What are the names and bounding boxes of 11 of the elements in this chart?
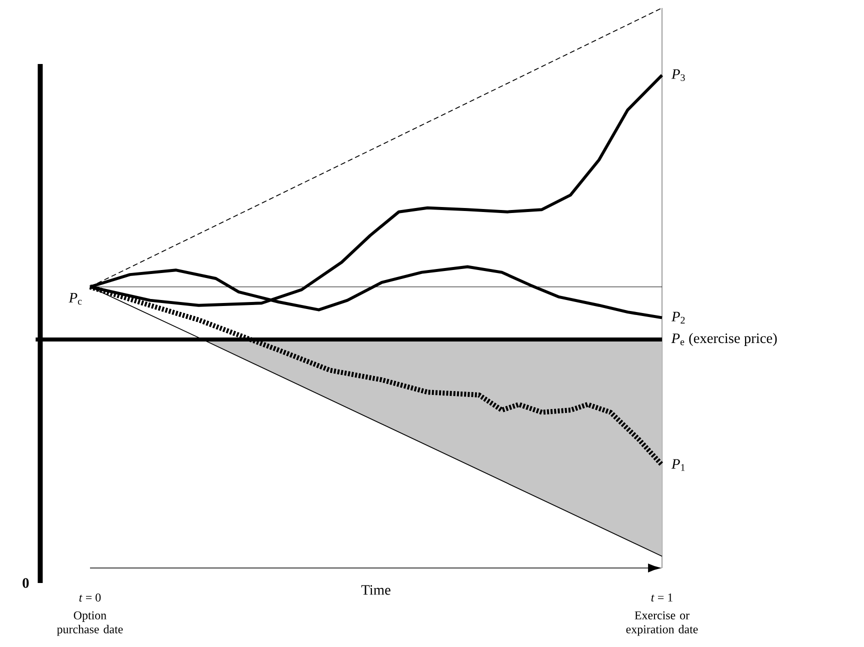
x-tick-label: t = 0 xyxy=(79,594,101,602)
series-label: P$_{3}$ xyxy=(671,69,685,82)
x-axis-title: Time xyxy=(361,585,390,595)
ref-line-label: P$_{c}$ xyxy=(68,293,82,305)
series-label: P$_{2}$ xyxy=(671,312,685,324)
text: 0 xyxy=(22,578,29,588)
text: Exercise or expiration date xyxy=(626,611,698,636)
ref-line-label: P$_{e}$ (exercise price) xyxy=(671,333,777,346)
x-tick-label: t = 1 xyxy=(651,594,672,602)
series-label: P$_{1}$ xyxy=(671,459,685,471)
text: Option purchase date xyxy=(57,611,123,636)
